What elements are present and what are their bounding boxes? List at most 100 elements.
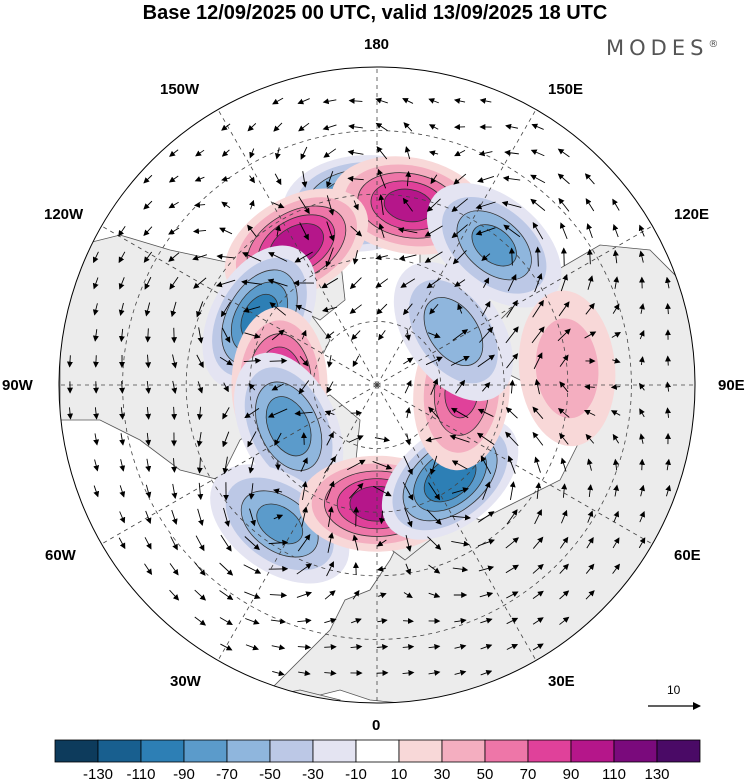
wind-arrow [532,299,544,318]
wind-arrow [171,458,178,473]
wind-arrow [324,590,336,600]
wind-arrow [297,617,312,624]
wind-arrow [192,228,207,235]
reference-vector-label: 10 [667,683,681,697]
wind-arrow [532,406,544,420]
colorbar-tick-label: -30 [302,766,324,783]
wind-arrow [247,224,257,237]
wind-arrow [269,302,287,316]
wind-arrow [505,431,519,446]
colorbar-tick-label: 10 [390,766,408,783]
colorbar [54,739,701,763]
wind-arrow [298,380,310,395]
wind-arrow [352,589,360,600]
colorbar-tick-label: -50 [259,766,281,783]
wind-arrow [454,669,467,676]
wind-arrow [398,254,417,261]
wind-arrow [348,435,364,443]
wind-arrow [613,484,620,497]
wind-arrow [405,407,411,419]
wind-arrow [66,355,73,368]
wind-arrow [377,565,387,572]
wind-arrow [479,326,494,343]
wind-arrow [144,537,152,550]
wind-arrow [532,590,544,600]
wind-arrow [273,488,283,495]
wind-arrow [93,433,100,446]
wind-arrow [372,485,392,497]
wind-arrow [612,537,620,549]
wind-arrow [428,332,441,339]
wind-arrow [249,508,256,527]
wind-arrow [119,407,126,420]
wind-arrow [506,591,519,599]
wind-arrow [326,355,333,368]
wind-arrow [221,149,230,157]
wind-arrow [452,329,469,341]
wind-arrow [375,278,389,288]
wind-arrow [269,592,288,599]
wind-arrow [348,123,363,130]
wind-arrow [274,173,282,186]
wind-arrow [170,536,178,551]
wind-arrow [93,459,100,472]
wind-arrow [242,252,262,262]
wind-arrow [481,253,491,261]
wind-arrow [118,328,125,343]
brand-logo: MODES® [606,36,718,60]
wind-arrow [92,329,99,342]
wind-arrow [194,589,207,601]
wind-arrow [639,433,645,444]
wind-arrow [143,251,153,263]
wind-arrow [534,509,542,525]
wind-arrow [193,202,206,208]
wind-arrow [480,617,493,624]
wind-arrow [145,432,152,447]
wind-arrow [480,455,492,475]
wind-arrow [559,536,569,549]
wind-arrow [425,436,442,443]
wind-arrow [273,514,284,520]
colorbar-tick-label: -130 [82,766,114,783]
wind-arrow [144,276,152,290]
wind-arrow [67,407,74,420]
wind-arrow [610,383,621,390]
wind-arrow [455,379,466,394]
wind-arrow [299,355,309,367]
wind-arrow [532,221,544,240]
wind-arrow [296,591,313,598]
wind-arrow [196,406,203,421]
wind-arrow [348,97,363,104]
wind-arrow [454,617,467,624]
wind-arrow [144,328,151,343]
wind-arrow [143,174,153,184]
wind-arrow [145,407,152,420]
wind-arrow [451,540,470,547]
wind-arrow [505,537,519,549]
wind-arrow [145,354,152,369]
wind-arrow [197,508,204,527]
wind-arrow [585,198,595,212]
wind-arrow [558,301,570,317]
wind-arrow [242,306,261,313]
wind-arrow [403,455,413,476]
wind-arrow [168,252,180,262]
lon-label-90w: 90W [2,377,33,394]
wind-arrow [532,536,544,549]
wind-arrow [452,250,467,265]
wind-arrow [475,227,496,236]
wind-arrow [347,149,364,156]
wind-arrow [665,302,671,315]
wind-arrow [452,566,469,573]
wind-arrow [295,304,312,313]
wind-arrow [429,455,438,476]
wind-arrow [221,175,231,182]
wind-arrow [326,561,334,577]
wind-arrow [326,195,335,216]
wind-arrow [559,354,569,367]
wind-arrow [476,432,495,446]
wind-arrow [533,352,543,370]
wind-arrow [171,406,178,421]
wind-arrow [665,381,672,392]
